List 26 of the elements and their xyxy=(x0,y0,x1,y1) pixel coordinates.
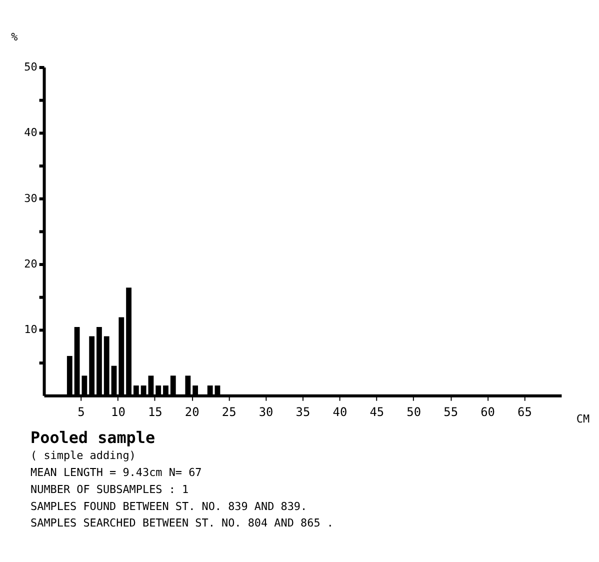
text: Pooled sample xyxy=(30,428,156,448)
x-tick-label: 50 xyxy=(406,404,422,419)
y-tick-label: 50 xyxy=(24,60,38,74)
y-axis-title: % xyxy=(11,30,18,44)
text: SAMPLES SEARCHED BETWEEN ST. NO. 804 AND 865 . xyxy=(30,516,334,530)
x-tick-label: 65 xyxy=(518,404,532,419)
text: NUMBER OF SUBSAMPLES : 1 xyxy=(30,482,189,496)
x-tick-label: 60 xyxy=(480,404,495,419)
text: MEAN LENGTH = 9.43cm N= 67 xyxy=(30,466,202,479)
x-tick-label: 20 xyxy=(184,404,200,419)
y-tick-label: 30 xyxy=(24,192,38,205)
x-tick-label: 25 xyxy=(222,404,236,419)
x-tick-label: 30 xyxy=(258,404,274,419)
x-tick-label: 55 xyxy=(444,404,458,419)
x-tick-label: 10 xyxy=(111,404,126,419)
x-tick-label: 35 xyxy=(296,404,310,419)
text: ( simple adding) xyxy=(30,449,136,462)
y-tick-label: 10 xyxy=(24,323,38,336)
x-tick-label: 15 xyxy=(148,404,162,419)
x-tick-label: 5 xyxy=(78,404,85,419)
y-tick-label: 40 xyxy=(24,126,38,140)
text: SAMPLES FOUND BETWEEN ST. NO. 839 AND 839. xyxy=(30,500,308,513)
y-tick-label: 20 xyxy=(24,258,38,270)
x-tick-label: 45 xyxy=(370,404,384,419)
x-axis-title: CM xyxy=(576,412,590,426)
x-tick-label: 40 xyxy=(332,404,348,419)
